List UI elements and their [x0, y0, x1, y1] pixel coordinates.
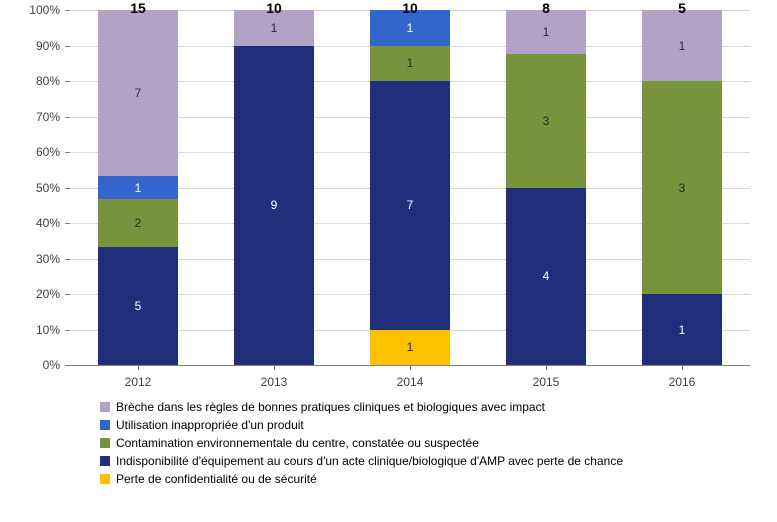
bar-total-label: 15: [98, 0, 178, 16]
x-axis-label: 2014: [370, 375, 450, 389]
bar-segment-value: 3: [679, 181, 686, 195]
bar-segment-value: 1: [679, 323, 686, 337]
bar-segment-indispo: 4: [506, 188, 586, 366]
bar-segment-contam: 2: [98, 199, 178, 246]
legend-swatch: [100, 474, 110, 484]
bar-segment-util: 1: [98, 176, 178, 200]
x-axis-label: 2013: [234, 375, 314, 389]
y-axis-tick-label: 70%: [0, 110, 60, 124]
legend-swatch: [100, 402, 110, 412]
bar-total-label: 10: [370, 0, 450, 16]
bar-segment-value: 1: [407, 56, 414, 70]
bar-2014: 1711: [370, 10, 450, 365]
legend-item-contam: Contamination environnementale du centre…: [100, 436, 700, 450]
bar-segment-perte: 1: [370, 330, 450, 366]
legend-label: Utilisation inappropriée d'un produit: [116, 418, 304, 432]
bar-segment-indispo: 9: [234, 46, 314, 366]
x-axis-label: 2012: [98, 375, 178, 389]
y-axis-tick-mark: [65, 10, 70, 11]
legend-item-util: Utilisation inappropriée d'un produit: [100, 418, 700, 432]
x-axis-tick-mark: [274, 365, 275, 370]
bar-segment-value: 3: [543, 114, 550, 128]
bar-total-label: 10: [234, 0, 314, 16]
x-axis-tick-mark: [138, 365, 139, 370]
y-axis-tick-mark: [65, 117, 70, 118]
bar-segment-breche: 7: [98, 10, 178, 176]
legend-label: Contamination environnementale du centre…: [116, 436, 479, 450]
bar-segment-contam: 3: [642, 81, 722, 294]
legend-swatch: [100, 456, 110, 466]
bar-total-label: 8: [506, 0, 586, 16]
y-axis-tick-label: 100%: [0, 3, 60, 17]
legend-item-perte: Perte de confidentialité ou de sécurité: [100, 472, 700, 486]
bar-segment-value: 2: [135, 216, 142, 230]
legend-item-breche: Brèche dans les règles de bonnes pratiqu…: [100, 400, 700, 414]
bar-segment-contam: 3: [506, 54, 586, 187]
bar-segment-value: 1: [543, 25, 550, 39]
y-axis-tick-label: 80%: [0, 74, 60, 88]
bar-segment-value: 1: [407, 340, 414, 354]
bar-segment-indispo: 5: [98, 247, 178, 365]
y-axis-tick-label: 0%: [0, 358, 60, 372]
stacked-bar-chart: 5217911711431131 0%10%20%30%40%50%60%70%…: [0, 0, 777, 522]
y-axis-tick-mark: [65, 330, 70, 331]
bar-segment-value: 1: [679, 39, 686, 53]
bar-segment-value: 5: [135, 299, 142, 313]
bar-segment-value: 1: [271, 21, 278, 35]
bar-segment-indispo: 1: [642, 294, 722, 365]
bar-2016: 1 3 1: [642, 10, 722, 365]
bar-segment-value: 7: [135, 86, 142, 100]
legend-label: Perte de confidentialité ou de sécurité: [116, 472, 317, 486]
y-axis-tick-mark: [65, 81, 70, 82]
y-axis-tick-mark: [65, 365, 70, 366]
bar-segment-breche: 1: [642, 10, 722, 81]
bar-segment-value: 9: [271, 198, 278, 212]
x-axis-label: 2016: [642, 375, 722, 389]
y-axis-tick-mark: [65, 46, 70, 47]
x-axis-tick-mark: [410, 365, 411, 370]
bar-2012: 5 2 1 7: [98, 10, 178, 365]
y-axis-tick-label: 40%: [0, 216, 60, 230]
x-axis-tick-mark: [682, 365, 683, 370]
y-axis-tick-mark: [65, 152, 70, 153]
y-axis-tick-mark: [65, 259, 70, 260]
legend-swatch: [100, 420, 110, 430]
y-axis-tick-label: 60%: [0, 145, 60, 159]
legend: Brèche dans les règles de bonnes pratiqu…: [100, 400, 700, 490]
plot-area: 5217911711431131: [70, 10, 750, 366]
bar-segment-value: 4: [543, 269, 550, 283]
legend-label: Indisponibilité d'équipement au cours d'…: [116, 454, 623, 468]
y-axis-tick-label: 90%: [0, 39, 60, 53]
bar-segment-value: 7: [407, 198, 414, 212]
y-axis-tick-label: 50%: [0, 181, 60, 195]
bar-2015: 4 3 1: [506, 10, 586, 365]
y-axis-tick-mark: [65, 223, 70, 224]
y-axis-tick-mark: [65, 294, 70, 295]
x-axis-label: 2015: [506, 375, 586, 389]
legend-swatch: [100, 438, 110, 448]
y-axis-tick-mark: [65, 188, 70, 189]
legend-label: Brèche dans les règles de bonnes pratiqu…: [116, 400, 545, 414]
y-axis-tick-label: 10%: [0, 323, 60, 337]
bar-segment-indispo: 7: [370, 81, 450, 330]
x-axis-tick-mark: [546, 365, 547, 370]
bar-segment-breche: 1: [506, 10, 586, 54]
y-axis-tick-label: 30%: [0, 252, 60, 266]
bar-segment-value: 1: [407, 21, 414, 35]
bar-segment-value: 1: [135, 181, 142, 195]
legend-item-indispo: Indisponibilité d'équipement au cours d'…: [100, 454, 700, 468]
bar-segment-contam: 1: [370, 46, 450, 82]
bar-2013: 91: [234, 10, 314, 365]
bar-total-label: 5: [642, 0, 722, 16]
y-axis-tick-label: 20%: [0, 287, 60, 301]
